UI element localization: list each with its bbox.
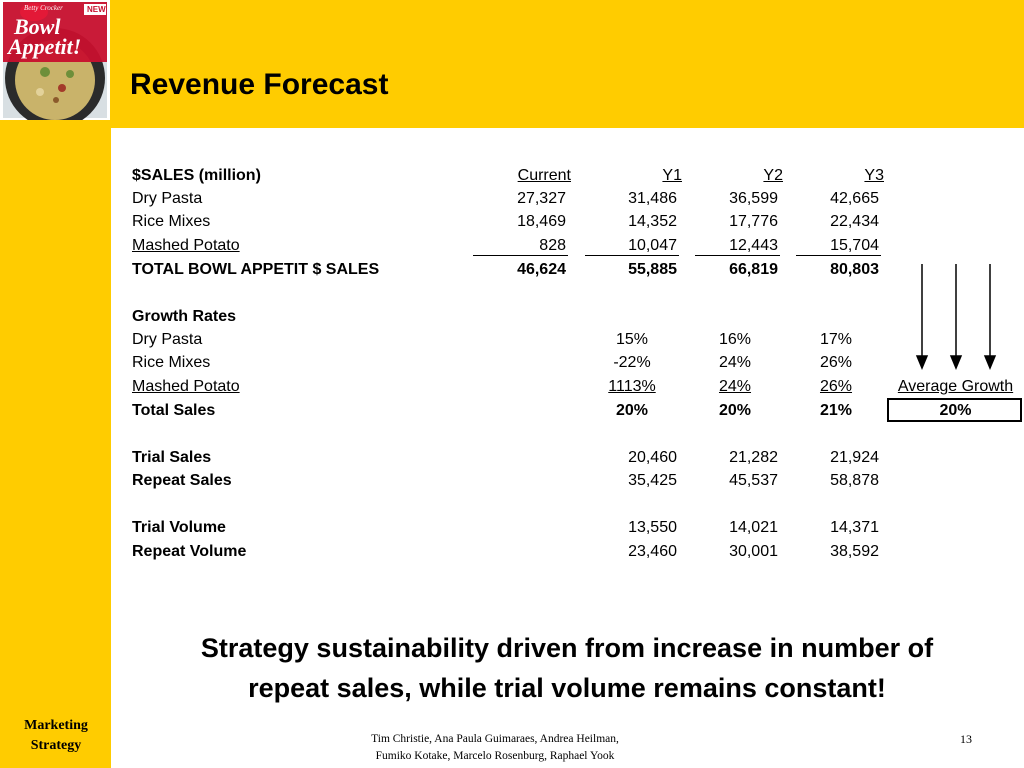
column-header-y2: Y2 xyxy=(763,167,783,184)
table-cell: 45,537 xyxy=(729,472,778,489)
table-cell: 36,599 xyxy=(729,190,778,207)
table-cell: 66,819 xyxy=(729,261,778,278)
column-header-current: Current xyxy=(517,167,571,184)
row-label-rice-mixes: Rice Mixes xyxy=(132,213,211,230)
credits-line-2: Fumiko Kotake, Marcelo Rosenburg, Raphae… xyxy=(375,750,615,762)
row-label-dry-pasta: Dry Pasta xyxy=(132,190,203,207)
table-cell: 15% xyxy=(615,331,649,348)
table-cell: 1113% xyxy=(608,378,656,395)
strategy-line-1: Strategy sustainability driven from incr… xyxy=(200,633,934,663)
column-header-y3: Y3 xyxy=(864,167,884,184)
table-cell: 17% xyxy=(819,331,853,348)
row-label-repeat-sales: Repeat Sales xyxy=(132,472,232,489)
table-cell: 22,434 xyxy=(830,213,879,230)
subtotal-rule xyxy=(796,255,881,256)
column-header-y1: Y1 xyxy=(662,167,682,184)
table-cell: 38,592 xyxy=(830,543,879,560)
logo-badge: NEW xyxy=(87,5,106,14)
growth-label-rice-mixes: Rice Mixes xyxy=(132,354,211,371)
growth-rates-heading: Growth Rates xyxy=(132,308,237,325)
header-band xyxy=(0,0,1024,128)
table-cell: 21,924 xyxy=(830,449,879,466)
table-cell: 35,425 xyxy=(628,472,677,489)
section-nav-label[interactable]: Marketing Strategy xyxy=(4,716,108,756)
down-arrow-icon xyxy=(915,264,997,370)
growth-label-mashed-potato: Mashed Potato xyxy=(132,378,240,395)
subtotal-rule xyxy=(695,255,780,256)
table-cell: 26% xyxy=(819,354,853,371)
nav-line-2: Strategy xyxy=(30,738,82,753)
sales-header-label: $SALES (million) xyxy=(132,167,261,184)
left-sidebar-band xyxy=(0,0,111,768)
slide-title: Revenue Forecast xyxy=(130,68,389,101)
table-cell: 20% xyxy=(718,402,752,419)
table-cell: 42,665 xyxy=(830,190,879,207)
table-cell: 20% xyxy=(615,402,649,419)
table-cell: 80,803 xyxy=(830,261,879,278)
table-cell: 21,282 xyxy=(729,449,778,466)
growth-label-total-sales: Total Sales xyxy=(132,402,216,419)
row-label-repeat-volume: Repeat Volume xyxy=(132,543,247,560)
table-cell: 828 xyxy=(539,237,566,254)
page-number: 13 xyxy=(960,732,972,746)
table-cell: 58,878 xyxy=(830,472,879,489)
table-cell: 16% xyxy=(718,331,752,348)
table-cell: 20,460 xyxy=(628,449,677,466)
table-cell: 24% xyxy=(718,378,752,395)
table-cell: 27,327 xyxy=(517,190,566,207)
table-cell: 23,460 xyxy=(628,543,677,560)
row-label-mashed-potato: Mashed Potato xyxy=(132,237,240,254)
bowl-appetit-logo: Betty Crocker NEW Bowl Appetit! xyxy=(0,0,110,120)
logo-brand: Betty Crocker xyxy=(24,4,63,12)
strategy-statement: Strategy sustainability driven from incr… xyxy=(110,628,1024,708)
strategy-line-2: repeat sales, while trial volume remains… xyxy=(248,673,886,703)
footer-credits: Tim Christie, Ana Paula Guimaraes, Andre… xyxy=(300,731,690,765)
average-growth-box xyxy=(887,398,1022,422)
row-label-trial-volume: Trial Volume xyxy=(132,519,226,536)
growth-label-dry-pasta: Dry Pasta xyxy=(132,331,203,348)
table-cell: 17,776 xyxy=(729,213,778,230)
nav-line-1: Marketing xyxy=(24,718,88,733)
logo-name-line2: Appetit! xyxy=(8,34,82,59)
table-cell: -22% xyxy=(613,354,651,371)
logo-name-line1: Bowl xyxy=(14,14,61,39)
table-cell: 31,486 xyxy=(628,190,677,207)
table-cell: 14,371 xyxy=(830,519,879,536)
table-cell: 18,469 xyxy=(517,213,566,230)
table-cell: 13,550 xyxy=(628,519,677,536)
average-growth-label: Average Growth xyxy=(897,378,1014,395)
table-cell: 14,021 xyxy=(729,519,778,536)
subtotal-rule xyxy=(473,255,568,256)
table-cell: 55,885 xyxy=(628,261,677,278)
credits-line-1: Tim Christie, Ana Paula Guimaraes, Andre… xyxy=(371,733,619,745)
table-cell: 30,001 xyxy=(729,543,778,560)
average-growth-value: 20% xyxy=(939,402,972,419)
table-cell: 10,047 xyxy=(628,237,677,254)
table-cell: 15,704 xyxy=(830,237,879,254)
table-cell: 24% xyxy=(718,354,752,371)
table-cell: 21% xyxy=(819,402,853,419)
table-cell: 14,352 xyxy=(628,213,677,230)
table-cell: 12,443 xyxy=(729,237,778,254)
table-cell: 26% xyxy=(819,378,853,395)
subtotal-rule xyxy=(585,255,679,256)
row-label-total: TOTAL BOWL APPETIT $ SALES xyxy=(132,261,380,278)
table-cell: 46,624 xyxy=(517,261,566,278)
row-label-trial-sales: Trial Sales xyxy=(132,449,212,466)
